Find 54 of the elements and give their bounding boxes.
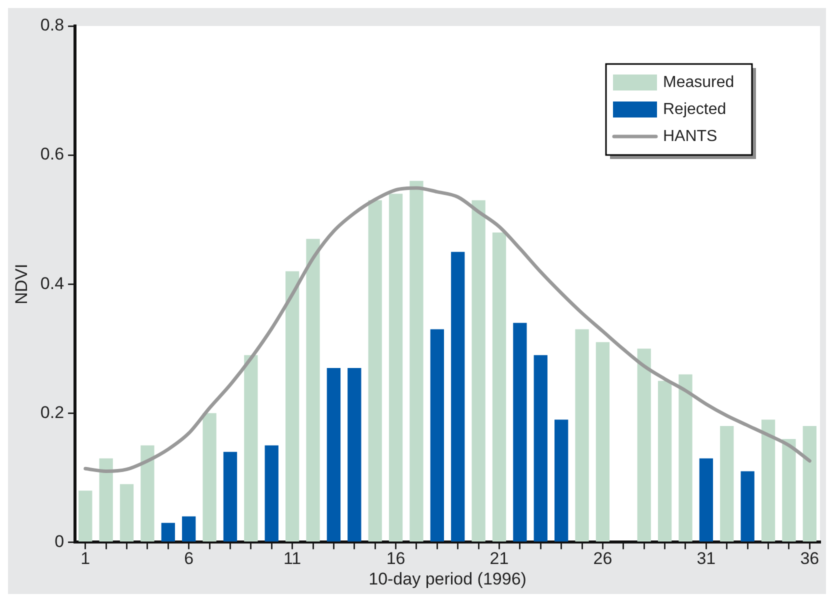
- bar: [161, 522, 175, 542]
- bar: [430, 329, 444, 542]
- bar: [285, 271, 300, 542]
- x-tick-label: 31: [696, 549, 716, 568]
- bar: [306, 238, 320, 542]
- y-tick-label: 0.6: [40, 144, 64, 164]
- y-tick-label: 0: [54, 532, 64, 551]
- y-tick-label: 0.4: [40, 274, 64, 293]
- bar: [202, 413, 216, 542]
- bar: [513, 322, 527, 542]
- y-tick-label: 0.2: [40, 402, 64, 422]
- bar: [637, 348, 651, 542]
- bar: [554, 420, 568, 542]
- x-tick-label: 16: [386, 549, 406, 568]
- bar: [575, 329, 589, 542]
- x-tick-label: 36: [800, 549, 820, 568]
- x-tick-label: 6: [184, 549, 194, 568]
- x-tick-label: 11: [283, 549, 302, 568]
- bar: [410, 180, 424, 542]
- bar: [264, 445, 278, 542]
- bar: [534, 355, 548, 542]
- bar: [348, 368, 362, 542]
- x-tick-label: 26: [593, 549, 612, 568]
- line-series: [84, 186, 812, 473]
- legend-label: HANTS: [663, 128, 718, 145]
- bar: [596, 342, 610, 542]
- bar: [182, 516, 196, 542]
- bar: [472, 200, 486, 542]
- bar: [740, 471, 754, 542]
- legend-label: Measured: [663, 74, 734, 91]
- bar: [451, 252, 465, 542]
- bar: [802, 426, 816, 542]
- bar: [223, 452, 238, 542]
- y-tick-label: 0.8: [40, 16, 64, 35]
- x-tick-label: 21: [490, 549, 509, 568]
- x-tick-label: 1: [80, 549, 90, 568]
- bar: [140, 445, 154, 542]
- bar: [658, 380, 672, 542]
- bar: [99, 458, 113, 542]
- bar: [761, 420, 776, 542]
- bar: [326, 368, 341, 542]
- legend-label: Rejected: [663, 100, 726, 118]
- bar: [492, 232, 506, 542]
- bar: [78, 490, 92, 542]
- y-axis-title: NDVI: [12, 264, 31, 304]
- bar: [782, 438, 796, 542]
- bar: [244, 355, 258, 542]
- bar: [120, 484, 134, 542]
- bar: [699, 458, 714, 542]
- bar: [388, 194, 403, 542]
- bar: [678, 374, 692, 542]
- bar: [720, 426, 734, 542]
- x-axis-title: 10-day period (1996): [368, 569, 526, 588]
- bar: [368, 200, 382, 542]
